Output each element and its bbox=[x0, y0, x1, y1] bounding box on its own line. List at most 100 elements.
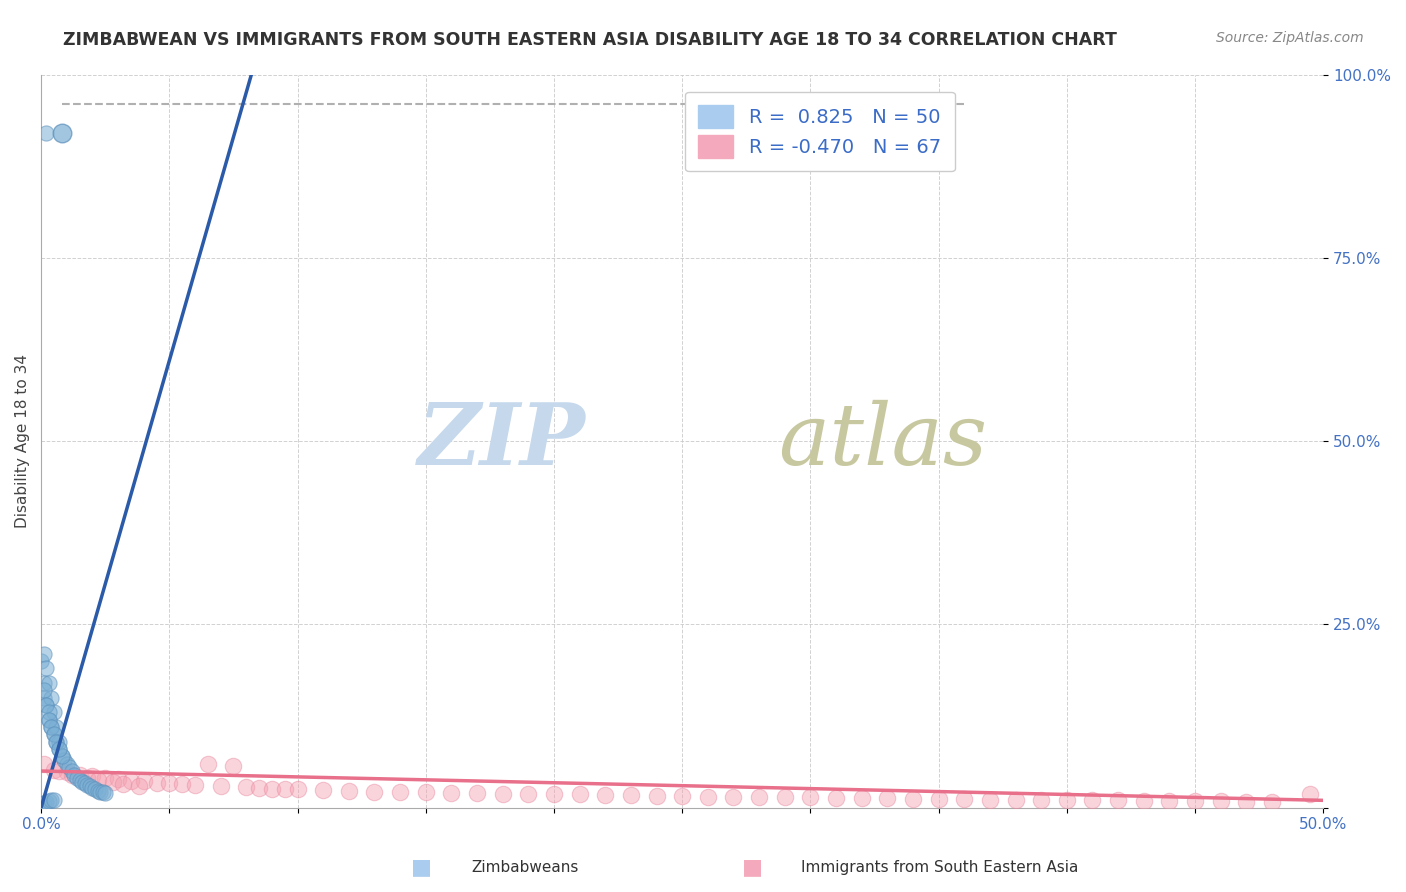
Point bbox=[1234, 795, 1257, 809]
Point bbox=[30, 797, 52, 811]
Point bbox=[38, 706, 60, 720]
Point bbox=[94, 771, 117, 785]
Point bbox=[696, 789, 718, 804]
Point bbox=[1004, 792, 1026, 806]
Point bbox=[1159, 794, 1181, 808]
Text: ■: ■ bbox=[412, 857, 432, 877]
Point bbox=[55, 765, 77, 780]
Point bbox=[415, 785, 437, 799]
Text: ZIP: ZIP bbox=[418, 400, 586, 483]
Point bbox=[32, 756, 55, 771]
Text: Zimbabweans: Zimbabweans bbox=[471, 860, 578, 874]
Point bbox=[748, 790, 770, 805]
Point bbox=[38, 794, 60, 808]
Point bbox=[671, 789, 693, 803]
Point bbox=[76, 772, 98, 786]
Point bbox=[1184, 794, 1206, 808]
Point bbox=[492, 787, 515, 801]
Point bbox=[157, 776, 180, 790]
Point bbox=[69, 768, 91, 782]
Point bbox=[35, 795, 58, 809]
Point bbox=[851, 791, 873, 805]
Point bbox=[172, 777, 194, 791]
Point bbox=[69, 772, 91, 787]
Point bbox=[337, 784, 360, 798]
Point bbox=[86, 772, 108, 787]
Point bbox=[41, 690, 63, 705]
Text: ZIMBABWEAN VS IMMIGRANTS FROM SOUTH EASTERN ASIA DISABILITY AGE 18 TO 34 CORRELA: ZIMBABWEAN VS IMMIGRANTS FROM SOUTH EAST… bbox=[63, 31, 1118, 49]
Point bbox=[120, 773, 142, 788]
Point bbox=[42, 727, 65, 741]
Point bbox=[1031, 792, 1053, 806]
Point bbox=[41, 793, 63, 807]
Point bbox=[73, 776, 96, 790]
Point bbox=[723, 789, 745, 804]
Point bbox=[84, 782, 107, 797]
Point bbox=[953, 792, 976, 806]
Point bbox=[440, 786, 463, 800]
Point bbox=[1056, 793, 1078, 807]
Point bbox=[51, 126, 73, 140]
Text: atlas: atlas bbox=[779, 400, 987, 483]
Point bbox=[35, 698, 58, 712]
Point bbox=[222, 759, 245, 773]
Point bbox=[235, 780, 257, 794]
Point bbox=[91, 785, 114, 799]
Point bbox=[101, 775, 124, 789]
Point bbox=[112, 777, 135, 791]
Point bbox=[32, 690, 55, 705]
Point bbox=[55, 756, 77, 771]
Point bbox=[58, 760, 80, 774]
Point bbox=[53, 753, 76, 767]
Point bbox=[568, 788, 591, 802]
Point bbox=[287, 782, 309, 797]
Point bbox=[51, 749, 73, 764]
Point bbox=[48, 764, 70, 778]
Point bbox=[38, 713, 60, 727]
Point bbox=[620, 788, 643, 802]
Point bbox=[1132, 794, 1154, 808]
Text: ■: ■ bbox=[742, 857, 762, 877]
Point bbox=[799, 790, 821, 805]
Point bbox=[76, 778, 98, 792]
Point bbox=[70, 775, 93, 789]
Point bbox=[876, 791, 898, 805]
Point bbox=[42, 763, 65, 777]
Point bbox=[48, 742, 70, 756]
Y-axis label: Disability Age 18 to 34: Disability Age 18 to 34 bbox=[15, 354, 30, 528]
Point bbox=[979, 792, 1001, 806]
Point bbox=[928, 792, 950, 806]
Point bbox=[645, 789, 668, 803]
Point bbox=[197, 756, 219, 771]
Point bbox=[543, 788, 565, 802]
Point bbox=[41, 720, 63, 734]
Point bbox=[35, 698, 58, 712]
Point bbox=[30, 654, 52, 668]
Point bbox=[35, 126, 58, 140]
Point bbox=[42, 792, 65, 806]
Point bbox=[32, 796, 55, 810]
Point bbox=[1081, 793, 1104, 807]
Point bbox=[38, 676, 60, 690]
Point bbox=[1209, 794, 1232, 808]
Point bbox=[38, 713, 60, 727]
Point bbox=[517, 787, 540, 801]
Point bbox=[825, 791, 848, 805]
Point bbox=[35, 661, 58, 675]
Point bbox=[66, 772, 89, 786]
Point bbox=[51, 749, 73, 764]
Point bbox=[94, 786, 117, 800]
Point bbox=[1107, 793, 1129, 807]
Point bbox=[82, 769, 104, 783]
Point bbox=[48, 734, 70, 748]
Point bbox=[42, 727, 65, 741]
Point bbox=[773, 790, 796, 805]
Point bbox=[312, 783, 335, 797]
Point bbox=[1299, 788, 1322, 802]
Point bbox=[79, 780, 101, 794]
Point bbox=[60, 767, 83, 781]
Point bbox=[128, 779, 150, 793]
Point bbox=[1261, 795, 1284, 809]
Point bbox=[41, 720, 63, 734]
Point bbox=[107, 772, 129, 786]
